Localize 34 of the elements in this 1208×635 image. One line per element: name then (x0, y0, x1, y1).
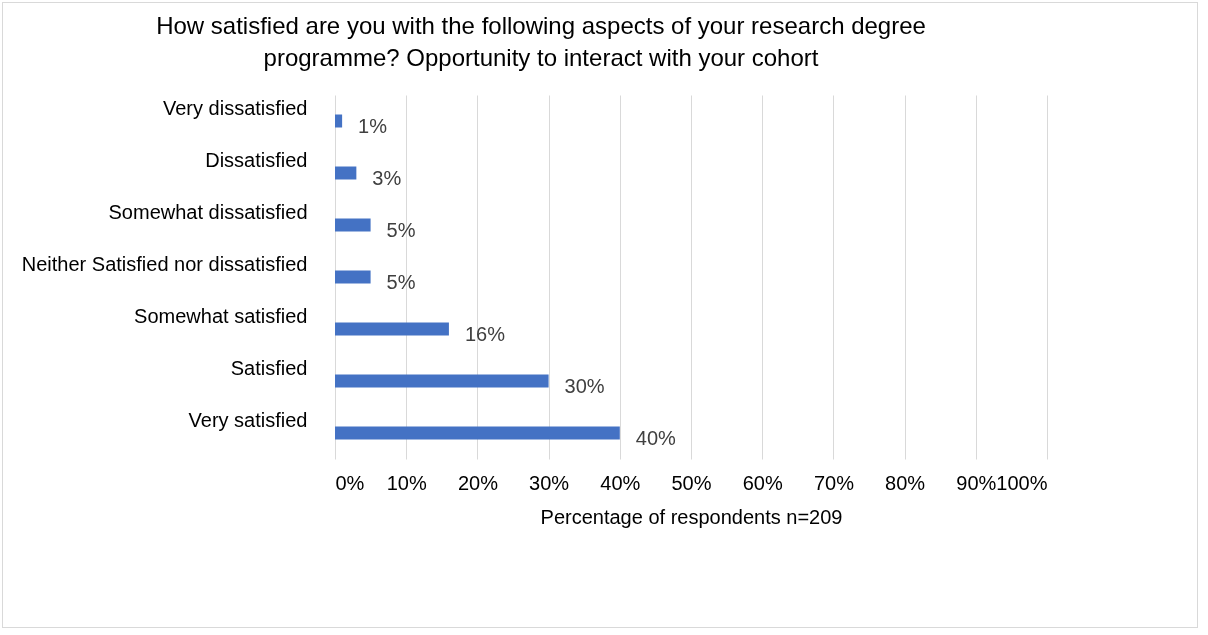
x-tick-label: 80% (885, 471, 926, 494)
y-tick-label: Very dissatisfied (162, 97, 308, 119)
x-axis-title: Percentage of respondents n=209 (540, 505, 843, 528)
chart-title: How satisfied are you with the following aspects of your research degree programme? Opportunity to interact with your cohort (156, 12, 926, 71)
x-tick-label: 0% (335, 471, 365, 494)
y-tick-label: Somewhat satisfied (134, 305, 308, 327)
x-tick-label: 70% (813, 471, 855, 494)
data-label: 5% (386, 219, 416, 241)
y-tick-label: Somewhat dissatisfied (108, 201, 308, 223)
bar (335, 114, 343, 128)
y-tick-label: Satisfied (230, 357, 308, 379)
bar (335, 426, 620, 440)
x-tick-label: 30% (529, 471, 570, 494)
data-label: 5% (386, 271, 416, 293)
data-label: 1% (358, 115, 388, 137)
x-tick-label: 40% (600, 471, 641, 494)
bar (335, 374, 549, 388)
y-tick-label: Neither Satisfied nor dissatisfied (21, 253, 308, 275)
bar (335, 322, 449, 336)
x-tick-label: 10% (386, 471, 427, 494)
x-tick-label: 20% (457, 471, 499, 494)
x-tick-label: 60% (742, 471, 783, 494)
data-label: 16% (464, 323, 506, 345)
bar (335, 218, 371, 232)
bar (335, 270, 371, 284)
data-label: 3% (372, 167, 402, 189)
y-tick-label: Dissatisfied (205, 149, 308, 171)
x-tick-label: 50% (671, 471, 712, 494)
data-label: 40% (635, 427, 677, 449)
x-tick-label: 100% (996, 471, 1048, 494)
y-tick-label: Very satisfied (188, 409, 308, 431)
bar (335, 166, 357, 180)
x-tick-label: 90% (956, 471, 997, 494)
data-label: 30% (564, 375, 605, 397)
